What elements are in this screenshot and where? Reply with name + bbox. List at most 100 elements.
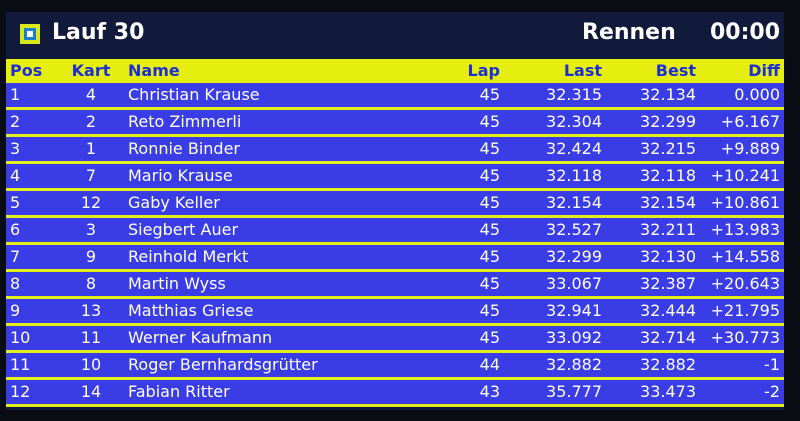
cell: Siegbert Auer	[128, 220, 239, 239]
cell: 32.299	[640, 112, 696, 131]
logo-icon	[20, 24, 40, 44]
cell: 1	[10, 85, 21, 104]
column-label: Best	[655, 61, 696, 80]
cell: 32.215	[640, 139, 696, 158]
result-row: 10 11 Werner Kaufmann 45 33.092 32.714 +30.773	[6, 326, 784, 353]
cell: Werner Kaufmann	[128, 328, 273, 347]
cell: Martin Wyss	[128, 274, 226, 293]
cell: 45	[479, 112, 500, 131]
cell: +20.643	[710, 274, 780, 293]
cell: 45	[479, 301, 500, 320]
cell: 32.941	[546, 301, 602, 320]
cell: +13.983	[710, 220, 780, 239]
column-label: Kart	[71, 61, 111, 80]
cell: 32.211	[640, 220, 696, 239]
cell: 2	[10, 112, 21, 131]
column-label: Last	[563, 61, 602, 80]
cell: 33.473	[640, 382, 696, 401]
race-time: 00:00	[710, 20, 781, 45]
cell: +9.889	[720, 139, 780, 158]
cell: 32.527	[546, 220, 602, 239]
cell: 45	[479, 220, 500, 239]
cell: Reto Zimmerli	[128, 112, 242, 131]
cell: 45	[479, 193, 500, 212]
cell: 44	[479, 355, 500, 374]
cell: 32.444	[640, 301, 696, 320]
cell: 32.387	[640, 274, 696, 293]
result-row: 12 14 Fabian Ritter 43 35.777 33.473 -2	[6, 380, 784, 407]
cell: +30.773	[710, 328, 780, 347]
result-row: 6 3 Siegbert Auer 45 32.527 32.211 +13.983	[6, 218, 784, 245]
cell: 3	[10, 139, 21, 158]
cell: 6	[10, 220, 21, 239]
cell: 32.315	[546, 85, 602, 104]
result-row: 9 13 Matthias Griese 45 32.941 32.444 +21.795	[6, 299, 784, 326]
cell: 0.000	[734, 85, 780, 104]
cell: Reinhold Merkt	[128, 247, 249, 266]
cell: 33.092	[546, 328, 602, 347]
cell: 45	[479, 166, 500, 185]
result-row: 2 2 Reto Zimmerli 45 32.304 32.299 +6.167	[6, 110, 784, 137]
cell: 45	[479, 247, 500, 266]
cell: 45	[479, 274, 500, 293]
cell: 32.882	[546, 355, 602, 374]
cell: 12	[10, 382, 31, 401]
cell: 7	[10, 247, 21, 266]
cell: -1	[764, 355, 780, 374]
cell: 32.130	[640, 247, 696, 266]
column-header: Pos Kart Name Lap Last Best Diff	[6, 59, 784, 83]
cell: Roger Bernhardsgrütter	[128, 355, 318, 374]
cell: 9	[85, 247, 97, 266]
cell: Matthias Griese	[128, 301, 254, 320]
cell: 32.424	[546, 139, 602, 158]
cell: 5	[10, 193, 21, 212]
cell: 32.134	[640, 85, 696, 104]
cell: 11	[10, 355, 31, 374]
cell: 35.777	[546, 382, 602, 401]
cell: 8	[85, 274, 97, 293]
result-row: 4 7 Mario Krause 45 32.118 32.118 +10.241	[6, 164, 784, 191]
cell: 12	[80, 193, 102, 212]
cell: 45	[479, 139, 500, 158]
cell: 10	[10, 328, 31, 347]
cell: Gaby Keller	[128, 193, 220, 212]
cell: 1	[85, 139, 97, 158]
race-mode: Rennen	[582, 20, 676, 45]
cell: Ronnie Binder	[128, 139, 240, 158]
cell: 2	[85, 112, 97, 131]
cell: +10.861	[710, 193, 780, 212]
cell: Christian Krause	[128, 85, 260, 104]
scoreboard: Lauf 30 Rennen 00:00 Pos Kart Name Lap Last B…	[6, 12, 784, 410]
cell: 32.304	[546, 112, 602, 131]
cell: 14	[80, 382, 102, 401]
column-label: Lap	[467, 61, 500, 80]
cell: 32.118	[640, 166, 696, 185]
column-label: Pos	[10, 61, 43, 80]
cell: 10	[80, 355, 102, 374]
result-row: 8 8 Martin Wyss 45 33.067 32.387 +20.643	[6, 272, 784, 299]
cell: 45	[479, 328, 500, 347]
cell: +21.795	[710, 301, 780, 320]
result-row: 7 9 Reinhold Merkt 45 32.299 32.130 +14.558	[6, 245, 784, 272]
cell: +14.558	[710, 247, 780, 266]
cell: 4	[85, 85, 97, 104]
cell: 32.882	[640, 355, 696, 374]
cell: 11	[80, 328, 102, 347]
cell: 7	[85, 166, 97, 185]
column-label: Name	[128, 61, 180, 80]
cell: 8	[10, 274, 21, 293]
cell: +10.241	[710, 166, 780, 185]
cell: 3	[85, 220, 97, 239]
cell: 33.067	[546, 274, 602, 293]
cell: 4	[10, 166, 21, 185]
cell: Fabian Ritter	[128, 382, 230, 401]
result-row: 11 10 Roger Bernhardsgrütter 44 32.882 32.882…	[6, 353, 784, 380]
cell: 13	[80, 301, 102, 320]
cell: 45	[479, 85, 500, 104]
cell: -2	[764, 382, 780, 401]
column-label: Diff	[748, 61, 780, 80]
cell: Mario Krause	[128, 166, 233, 185]
race-title: Lauf 30	[52, 20, 145, 45]
cell: 32.299	[546, 247, 602, 266]
